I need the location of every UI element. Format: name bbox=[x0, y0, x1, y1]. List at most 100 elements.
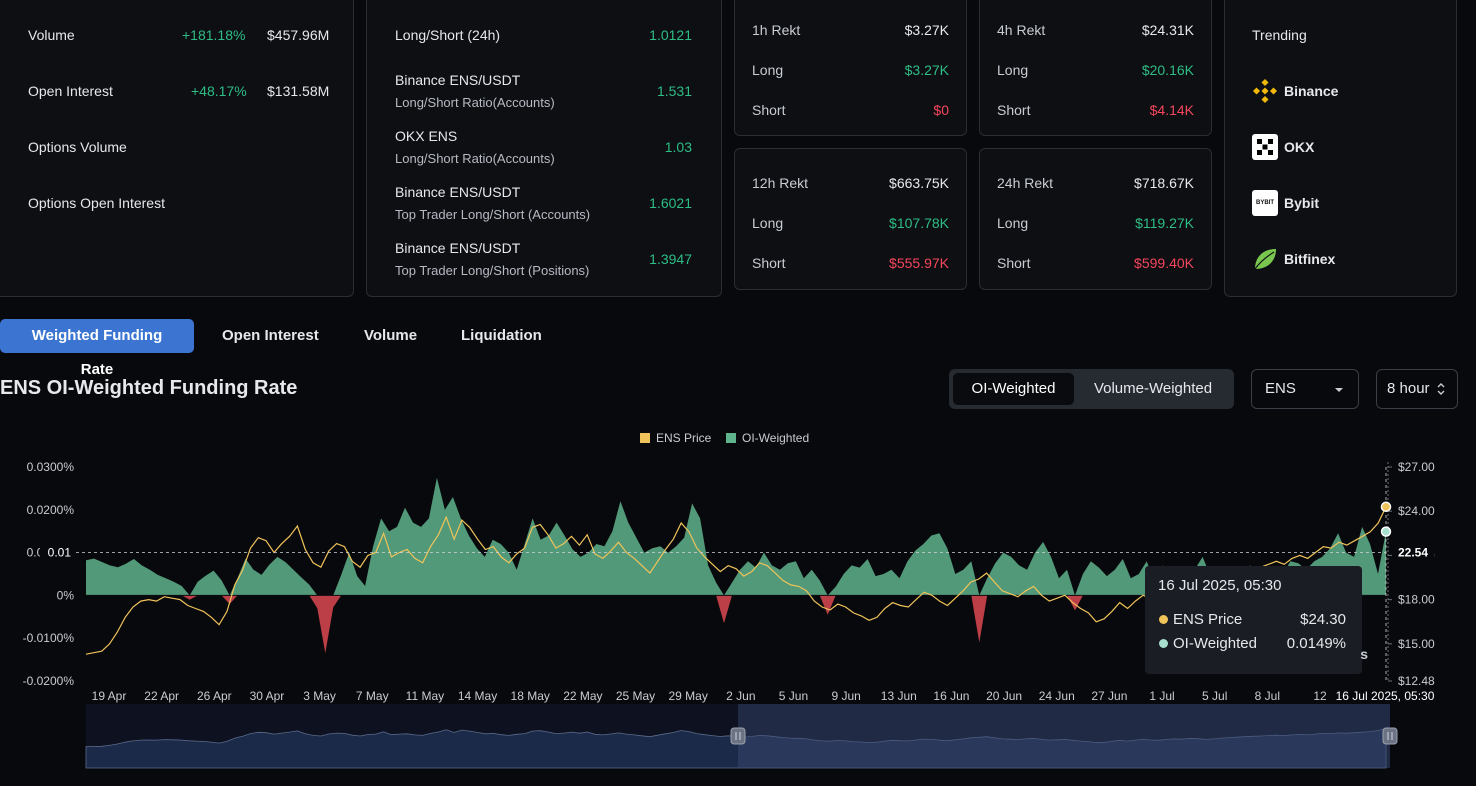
ratio-sublabel: Top Trader Long/Short (Positions) bbox=[395, 263, 590, 278]
crosshair-x-label: 16 Jul 2025, 05:30 bbox=[1336, 689, 1435, 703]
tab-open-interest[interactable]: Open Interest bbox=[222, 327, 319, 344]
rekt-card-12h: 12h Rekt $663.75K Long $107.78K Short $5… bbox=[734, 148, 967, 290]
trending-item-binance[interactable]: Binance bbox=[1252, 78, 1442, 106]
y-right-tick-label: $24.00 bbox=[1398, 504, 1435, 518]
x-tick-label: 9 Jun bbox=[831, 689, 860, 703]
rekt-short-label: Short bbox=[752, 102, 786, 118]
crosshair-price-dot bbox=[1380, 501, 1392, 513]
tooltip-label-oi: OI-Weighted bbox=[1173, 635, 1257, 652]
tooltip-dot-price bbox=[1159, 615, 1168, 624]
interval-select-value: 8 hour bbox=[1387, 380, 1430, 397]
y-left-tick-label: -0.0100% bbox=[23, 631, 75, 645]
crosshair-left-label-bg bbox=[40, 543, 74, 562]
stat-label-options-volume: Options Volume bbox=[28, 139, 127, 155]
y-left-tick-label: 0.0300% bbox=[27, 460, 75, 474]
funding-rate-chart[interactable]: ENS Price OI-Weighted 0.0300%0.0200%0.01… bbox=[0, 406, 1476, 786]
rekt-short-value: $0 bbox=[933, 102, 949, 118]
tooltip-value-oi: 0.0149% bbox=[1286, 635, 1346, 652]
range-navigator[interactable] bbox=[85, 704, 1398, 769]
trending-item-bitfinex[interactable]: Bitfinex bbox=[1252, 246, 1442, 274]
seg-volume-weighted[interactable]: Volume-Weighted bbox=[1093, 380, 1213, 397]
x-tick-label: 26 Apr bbox=[197, 689, 232, 703]
crosshair-right-label: 22.54 bbox=[1398, 546, 1428, 560]
navigator-handle-grip bbox=[730, 727, 746, 745]
trending-item-label: Binance bbox=[1284, 83, 1339, 99]
trending-card: Trending Binance OKX BYBIT bbox=[1224, 0, 1457, 297]
coin-select-value: ENS bbox=[1265, 380, 1296, 397]
x-tick-label: 14 May bbox=[458, 689, 497, 703]
rekt-short-label: Short bbox=[752, 255, 786, 271]
navigator-handle-grip bbox=[1382, 727, 1398, 745]
x-tick-label: 5 Jul bbox=[1202, 689, 1227, 703]
bitfinex-logo-icon bbox=[1254, 249, 1276, 270]
ratio-value: 1.531 bbox=[656, 83, 692, 99]
trending-item-bybit[interactable]: BYBIT Bybit bbox=[1252, 190, 1442, 218]
ratio-sublabel: Long/Short Ratio(Accounts) bbox=[395, 151, 555, 166]
y-axis-left: 0.0300%0.0200%0.0100%0%-0.0100%-0.0200% bbox=[23, 460, 75, 688]
ratio-sublabel: Long/Short Ratio(Accounts) bbox=[395, 95, 555, 110]
legend-swatch-ens-price bbox=[640, 433, 650, 443]
crosshair-x-label-bg bbox=[1328, 686, 1442, 704]
y-left-tick-label: -0.0200% bbox=[23, 674, 75, 688]
ratio-sublabel: Top Trader Long/Short (Accounts) bbox=[395, 207, 591, 222]
y-right-tick-label: $12.48 bbox=[1398, 674, 1435, 688]
tooltip-dot-oi bbox=[1159, 639, 1168, 648]
ratio-label: OKX ENS bbox=[395, 128, 458, 144]
x-tick-label: 27 Jun bbox=[1091, 689, 1127, 703]
coin-select[interactable]: ENS bbox=[1251, 369, 1359, 409]
stat-change-open-interest: +48.17% bbox=[191, 83, 247, 99]
x-tick-label: 24 Jun bbox=[1039, 689, 1075, 703]
x-tick-label: 11 May bbox=[406, 689, 444, 703]
crosshair: 0.01 22.54 16 Jul 2025, 05:30 bbox=[40, 467, 1442, 704]
navigator-selection bbox=[738, 704, 1390, 768]
x-tick-label: 16 Jun bbox=[933, 689, 969, 703]
x-tick-label: 13 Jun bbox=[881, 689, 917, 703]
navigator-handle bbox=[730, 727, 746, 745]
y-left-tick-label: 0.0200% bbox=[27, 503, 75, 517]
y-left-tick-label: 0% bbox=[57, 588, 75, 602]
rekt-short-value: $599.40K bbox=[1134, 255, 1194, 271]
x-axis: 19 Apr 22 Apr 26 Apr 30 Apr 3 May 7 May 11 May… bbox=[92, 689, 1327, 703]
tab-volume[interactable]: Volume bbox=[364, 327, 418, 344]
okx-logo-icon bbox=[1252, 134, 1278, 160]
tab-liquidation[interactable]: Liquidation bbox=[461, 327, 542, 344]
binance-logo-icon bbox=[1252, 78, 1278, 104]
x-tick-label: 22 Apr bbox=[144, 689, 179, 703]
stat-label-volume: Volume bbox=[28, 27, 75, 43]
stat-label-options-open-interest: Options Open Interest bbox=[28, 195, 165, 211]
trending-item-label: Bitfinex bbox=[1284, 251, 1336, 267]
y-right-tick-label: $18.00 bbox=[1398, 593, 1435, 607]
seg-oi-weighted[interactable]: OI-Weighted bbox=[953, 373, 1074, 405]
ratio-label: Binance ENS/USDT bbox=[395, 240, 521, 256]
chart-tooltip: 16 Jul 2025, 05:30 ENS Price $24.30 OI-W… bbox=[1145, 566, 1368, 674]
stat-change-volume: +181.18% bbox=[182, 27, 246, 43]
stat-value-open-interest: $131.58M bbox=[267, 83, 330, 99]
crosshair-oi-dot bbox=[1380, 526, 1392, 537]
rekt-card-4h: 4h Rekt $24.31K Long $20.16K Short $4.14… bbox=[979, 0, 1212, 136]
rekt-long-value: $3.27K bbox=[904, 62, 949, 78]
bybit-logo-icon: BYBIT bbox=[1252, 190, 1278, 216]
trending-item-okx[interactable]: OKX bbox=[1252, 134, 1442, 162]
tab-weighted-funding-rate[interactable]: Weighted Funding Rate bbox=[0, 319, 194, 378]
rekt-total: $663.75K bbox=[889, 175, 949, 191]
y-right-tick-label: $15.00 bbox=[1398, 637, 1435, 651]
y-right-tick-label: $27.00 bbox=[1398, 460, 1435, 474]
tooltip-value-price: $24.30 bbox=[1300, 611, 1346, 628]
rekt-long-label: Long bbox=[997, 62, 1029, 78]
ratio-label: Binance ENS/USDT bbox=[395, 184, 521, 200]
x-tick-label: 19 Apr bbox=[92, 689, 127, 703]
tooltip-overflow-letter: s bbox=[1360, 646, 1368, 662]
rekt-total: $24.31K bbox=[1141, 22, 1194, 38]
long-short-card: Long/Short (24h) 1.0121 Binance ENS/USDT… bbox=[366, 0, 722, 297]
x-tick-label: 22 May bbox=[563, 689, 602, 703]
stat-label-open-interest: Open Interest bbox=[28, 83, 113, 99]
rekt-short-value: $555.97K bbox=[889, 255, 949, 271]
ratio-label: Binance ENS/USDT bbox=[395, 72, 521, 88]
rekt-title: 1h Rekt bbox=[752, 22, 801, 38]
x-tick-label: 8 Jul bbox=[1255, 689, 1280, 703]
rekt-title: 4h Rekt bbox=[997, 22, 1046, 38]
x-tick-label: 7 May bbox=[356, 689, 389, 703]
rekt-total: $718.67K bbox=[1134, 175, 1194, 191]
interval-select[interactable]: 8 hour bbox=[1376, 369, 1458, 409]
x-tick-label: 5 Jun bbox=[779, 689, 808, 703]
